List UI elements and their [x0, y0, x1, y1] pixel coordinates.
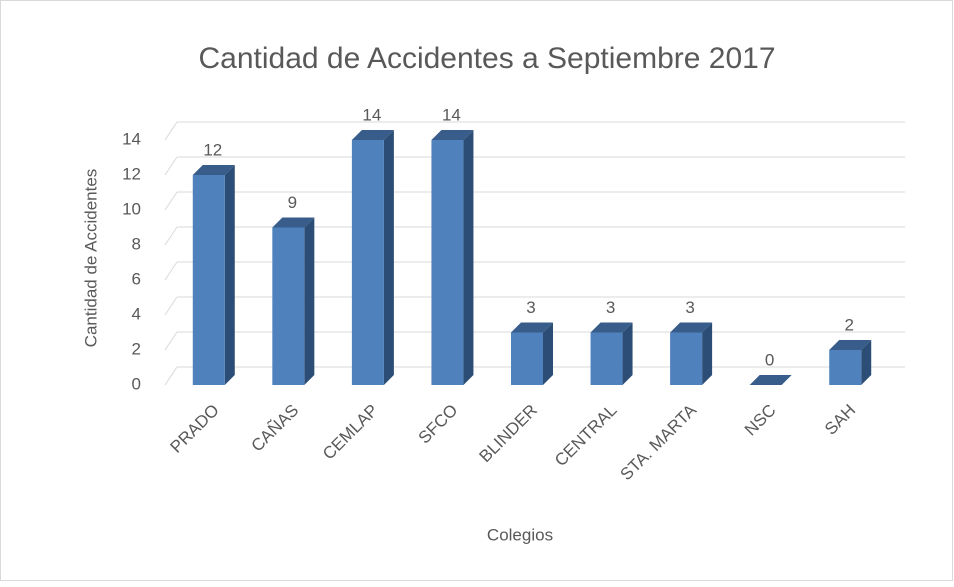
bar-side — [622, 322, 633, 385]
bar-front — [431, 140, 464, 385]
grid-line — [164, 226, 178, 246]
data-label: 2 — [844, 315, 853, 334]
bar-front — [272, 227, 305, 385]
y-tick-label: 8 — [132, 234, 141, 253]
data-label: 9 — [288, 193, 297, 212]
y-tick-label: 4 — [132, 304, 141, 323]
grid-line — [164, 331, 178, 351]
y-tick-label: 12 — [122, 164, 141, 183]
bar-front — [829, 350, 862, 385]
bar — [670, 322, 713, 385]
y-tick-label: 2 — [132, 339, 141, 358]
grid-line — [164, 191, 178, 211]
bar-top — [749, 375, 792, 385]
y-tick-label: 0 — [132, 374, 141, 393]
y-tick-label: 10 — [122, 199, 141, 218]
bar — [511, 322, 553, 385]
bar — [192, 165, 235, 385]
bar-top — [272, 217, 315, 228]
bar — [749, 375, 792, 385]
bar — [829, 340, 872, 385]
bar — [590, 322, 633, 385]
data-label: 14 — [362, 105, 381, 124]
bar-top — [192, 165, 235, 175]
bar-top — [590, 322, 633, 333]
bar-side — [861, 340, 872, 385]
bar-side — [702, 322, 713, 385]
bar-side — [543, 322, 553, 385]
bar-front — [511, 332, 543, 385]
grid-line — [164, 366, 178, 386]
chart-title: Cantidad de Accidentes a Septiembre 2017 — [198, 42, 775, 75]
y-axis-title: Cantidad de Accidentes — [81, 169, 100, 348]
bar — [351, 130, 394, 385]
bar-side — [463, 130, 474, 385]
data-label: 14 — [442, 105, 461, 124]
y-tick-label: 14 — [122, 129, 141, 148]
data-label: 3 — [685, 298, 694, 317]
bar-front — [670, 332, 703, 385]
bar-top — [431, 130, 474, 140]
bar — [431, 130, 474, 385]
data-label: 3 — [606, 298, 615, 317]
y-tick-label: 6 — [132, 269, 141, 288]
bar — [272, 217, 315, 385]
bar-top — [829, 340, 872, 350]
bar-top — [670, 322, 713, 333]
grid-line — [164, 121, 178, 141]
x-axis-title: Colegios — [487, 525, 553, 544]
data-label: 3 — [526, 298, 535, 317]
grid-line — [164, 261, 178, 281]
grid-line — [164, 156, 178, 176]
data-label: 12 — [203, 140, 222, 159]
bar-front — [590, 332, 623, 385]
bar-top — [511, 322, 553, 333]
bar-front — [351, 140, 384, 385]
grid-line — [164, 296, 178, 316]
bar-side — [383, 130, 394, 385]
bar-side — [224, 165, 235, 385]
bar-side — [304, 217, 315, 385]
data-label: 0 — [765, 350, 774, 369]
bar-front — [192, 175, 225, 385]
bar-top — [351, 130, 394, 140]
